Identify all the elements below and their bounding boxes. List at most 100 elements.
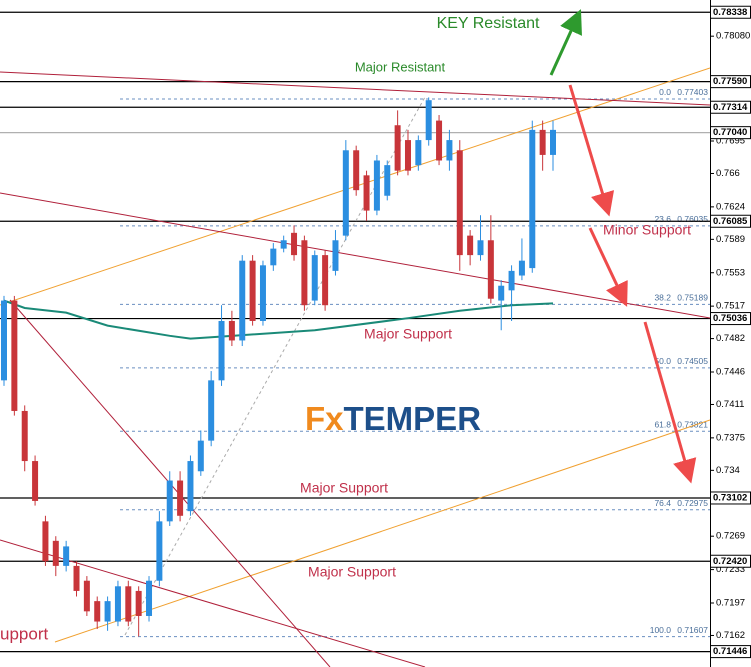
candle-body	[332, 240, 339, 271]
candle-body	[487, 240, 494, 299]
fib-price: 0.74505	[677, 356, 708, 366]
y-tick-label: 0.7482	[716, 333, 745, 344]
fib-connector	[124, 96, 426, 636]
candle-body	[342, 150, 349, 236]
level-label: 0.71446	[713, 646, 747, 657]
candle-body	[187, 461, 194, 512]
candle-body	[177, 480, 184, 516]
candle-body	[311, 255, 318, 301]
arrows	[549, 9, 697, 484]
arrow	[643, 321, 697, 484]
candle-body	[146, 580, 153, 616]
candle-body	[104, 601, 111, 622]
candle-body	[218, 320, 225, 381]
candle-body	[498, 285, 505, 301]
candle-body	[21, 410, 28, 462]
candle-body	[322, 255, 329, 306]
fib-level: 50.0	[654, 356, 671, 366]
fib-level: 0.0	[659, 87, 671, 97]
fib-price: 0.72975	[677, 498, 708, 508]
fib-price: 0.71607	[677, 625, 708, 635]
fib-level: 61.8	[654, 420, 671, 430]
candle-body	[197, 440, 204, 472]
level-label: 0.77314	[713, 102, 748, 113]
level-label: 0.78338	[713, 7, 747, 18]
arrow	[549, 9, 582, 76]
candle-body	[550, 129, 556, 155]
candle-body	[467, 235, 474, 256]
fib-price: 0.77403	[677, 87, 708, 97]
candle-body	[394, 125, 401, 171]
fib-price: 0.76035	[677, 214, 708, 224]
annotation: Major Resistant	[355, 59, 446, 74]
trend-line	[0, 192, 710, 319]
y-tick-label: 0.78080	[716, 31, 750, 42]
candle-body	[83, 580, 90, 612]
candle-body	[373, 160, 380, 211]
fib-level: 38.2	[654, 293, 671, 303]
logo-fx: Fx	[305, 400, 344, 437]
candle-body	[425, 100, 432, 141]
candle-body	[239, 260, 246, 341]
y-tick-label: 0.7446	[716, 367, 745, 378]
candle-body	[539, 129, 546, 155]
candle-body	[156, 521, 163, 581]
moving-average	[3, 299, 554, 340]
level-label: 0.77040	[713, 127, 747, 138]
candle-body	[11, 300, 18, 411]
candle-body	[270, 248, 277, 266]
candle-body	[508, 270, 515, 291]
candle-body	[135, 590, 142, 616]
y-tick-label: 0.7375	[716, 432, 745, 443]
y-tick-label: 0.7162	[716, 630, 745, 641]
level-label: 0.76085	[713, 216, 748, 227]
annotation: Major Support	[364, 326, 452, 342]
y-tick-label: 0.7624	[716, 201, 745, 212]
candle-body	[32, 461, 39, 501]
candle-body	[384, 165, 391, 196]
annotation: Major Support	[308, 564, 396, 580]
annotation: Minor Support	[603, 222, 691, 238]
candle-body	[280, 240, 287, 249]
candle-body	[518, 260, 525, 276]
fib-level: 23.6	[654, 214, 671, 224]
fib-price: 0.75189	[677, 293, 708, 303]
y-tick-label: 0.766	[716, 168, 740, 179]
candle-body	[446, 140, 453, 161]
logo: FxTEMPER	[305, 400, 481, 437]
annotation: Major Support	[300, 480, 388, 496]
fib-level: 100.0	[650, 625, 672, 635]
candle-body	[1, 300, 7, 381]
level-label: 0.73102	[713, 492, 747, 503]
candle-body	[259, 265, 266, 321]
level-label: 0.75036	[713, 313, 747, 324]
candle-body	[301, 240, 308, 306]
y-tick-label: 0.734	[716, 465, 740, 476]
y-tick-label: 0.7269	[716, 531, 745, 542]
candle-body	[415, 140, 422, 166]
trend-line	[0, 539, 426, 667]
candle-body	[73, 565, 80, 591]
candle-body	[477, 240, 484, 256]
y-tick-label: 0.7589	[716, 234, 745, 245]
candle-body	[529, 129, 536, 269]
candle-body	[249, 260, 256, 321]
candle-body	[291, 232, 298, 256]
candle-body	[208, 380, 215, 441]
candle-body	[436, 120, 443, 161]
candle-body	[228, 320, 235, 341]
candle-body	[404, 140, 411, 171]
candle-body	[456, 150, 463, 256]
y-tick-label: 0.7695	[716, 136, 745, 147]
candle-body	[114, 586, 121, 622]
arrow	[568, 84, 615, 217]
logo-rest: TEMPER	[344, 400, 482, 437]
fib-level: 76.4	[654, 498, 671, 508]
level-label: 0.72420	[713, 556, 747, 567]
y-tick-label: 0.7197	[716, 598, 745, 609]
y-tick-label: 0.7553	[716, 267, 745, 278]
level-label: 0.77590	[713, 76, 747, 87]
candle-body	[94, 601, 101, 622]
